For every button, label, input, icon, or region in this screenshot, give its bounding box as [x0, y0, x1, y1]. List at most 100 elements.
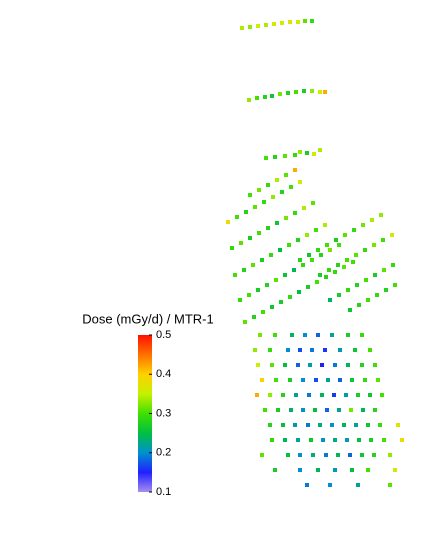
point [296, 363, 300, 367]
point [286, 91, 290, 95]
point [310, 89, 314, 93]
point [292, 268, 296, 272]
point [307, 253, 311, 257]
point [296, 438, 300, 442]
point [328, 483, 332, 487]
point [346, 333, 350, 337]
point [344, 393, 348, 397]
point [257, 231, 261, 235]
point [263, 408, 267, 412]
point [305, 151, 309, 155]
point [357, 303, 361, 307]
point [342, 423, 346, 427]
point [256, 288, 260, 292]
point [354, 423, 358, 427]
point [336, 263, 340, 267]
point [261, 310, 265, 314]
point [293, 211, 297, 215]
point [355, 283, 359, 287]
point [266, 226, 270, 230]
point [274, 278, 278, 282]
colorbar-label: Dose (mGy/d) / MTR-1 [82, 311, 213, 326]
point [283, 273, 287, 277]
point [280, 190, 284, 194]
point [289, 185, 293, 189]
point [400, 438, 404, 442]
point [290, 333, 294, 337]
point [338, 348, 342, 352]
point [393, 468, 397, 472]
point [298, 180, 302, 184]
point [294, 90, 298, 94]
point [382, 438, 386, 442]
point [337, 408, 341, 412]
point [303, 333, 307, 337]
point [343, 233, 347, 237]
point [376, 378, 380, 382]
point [233, 273, 237, 277]
point [361, 408, 365, 412]
colorbar-tick-label: 0.4 [156, 368, 171, 380]
point [310, 19, 314, 23]
point [360, 333, 364, 337]
point [345, 438, 349, 442]
point [306, 285, 310, 289]
point [366, 298, 370, 302]
point [333, 363, 337, 367]
point [321, 438, 325, 442]
point [350, 468, 354, 472]
point [278, 92, 282, 96]
point [248, 25, 252, 29]
point [324, 275, 328, 279]
point [350, 378, 354, 382]
point [270, 363, 274, 367]
point [337, 243, 341, 247]
point [293, 168, 297, 172]
point [310, 258, 314, 262]
point [384, 288, 388, 292]
point [281, 393, 285, 397]
point [366, 423, 370, 427]
point [349, 408, 353, 412]
point [330, 423, 334, 427]
point [323, 90, 327, 94]
point [278, 248, 282, 252]
point [288, 378, 292, 382]
point [348, 308, 352, 312]
point [356, 483, 360, 487]
point [338, 378, 342, 382]
point [369, 438, 373, 442]
point [248, 236, 252, 240]
point [307, 393, 311, 397]
point [366, 468, 370, 472]
point [286, 453, 290, 457]
point [311, 201, 315, 205]
point [352, 228, 356, 232]
point [320, 363, 324, 367]
point [328, 298, 332, 302]
point [274, 378, 278, 382]
point [262, 200, 266, 204]
point [348, 453, 352, 457]
point [273, 468, 277, 472]
point [305, 483, 309, 487]
point [356, 393, 360, 397]
point [333, 468, 337, 472]
point [242, 268, 246, 272]
point [269, 253, 273, 257]
point [318, 148, 322, 152]
point [260, 258, 264, 262]
point [298, 348, 302, 352]
point [378, 423, 382, 427]
point [363, 378, 367, 382]
point [336, 453, 340, 457]
point [251, 263, 255, 267]
point [256, 363, 260, 367]
point [235, 215, 239, 219]
point [320, 393, 324, 397]
point [346, 363, 350, 367]
point [244, 210, 248, 214]
point [298, 150, 302, 154]
point [324, 453, 328, 457]
point [301, 408, 305, 412]
